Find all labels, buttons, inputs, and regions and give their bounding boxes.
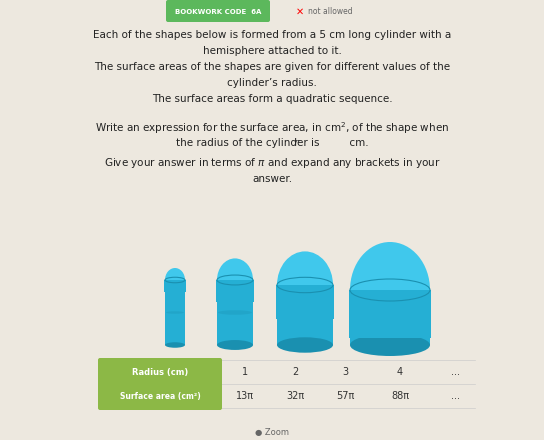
Bar [217, 280, 253, 345]
Text: 3: 3 [342, 367, 348, 377]
Ellipse shape [166, 311, 184, 314]
Text: the radius of the cylinder is             cm.: the radius of the cylinder is cm. [176, 138, 368, 148]
FancyBboxPatch shape [98, 382, 222, 410]
Text: r: r [294, 138, 299, 147]
Ellipse shape [165, 277, 185, 283]
Text: 1: 1 [242, 367, 248, 377]
Ellipse shape [165, 342, 185, 348]
Text: ...: ... [450, 367, 460, 377]
Ellipse shape [350, 242, 430, 338]
Ellipse shape [217, 258, 253, 301]
Text: answer.: answer. [252, 174, 292, 184]
Ellipse shape [277, 277, 333, 293]
Bar [216, 280, 254, 301]
Text: 2: 2 [292, 367, 298, 377]
Text: 88π: 88π [391, 391, 409, 401]
Text: Each of the shapes below is formed from a 5 cm long cylinder with a: Each of the shapes below is formed from … [93, 30, 451, 40]
Ellipse shape [218, 310, 252, 315]
Bar [349, 290, 431, 338]
Text: 4: 4 [397, 367, 403, 377]
Text: hemisphere attached to it.: hemisphere attached to it. [202, 46, 342, 56]
FancyBboxPatch shape [98, 358, 222, 386]
Text: ...: ... [450, 391, 460, 401]
Ellipse shape [165, 268, 185, 292]
FancyBboxPatch shape [166, 0, 270, 22]
Bar [276, 285, 334, 319]
Bar [277, 285, 333, 345]
Bar [164, 280, 186, 292]
Text: 57π: 57π [336, 391, 354, 401]
Bar [350, 290, 430, 345]
Text: ● Zoom: ● Zoom [255, 428, 289, 436]
Ellipse shape [351, 312, 429, 323]
Ellipse shape [350, 334, 430, 356]
Text: BOOKWORK CODE  6A: BOOKWORK CODE 6A [175, 9, 261, 15]
Ellipse shape [350, 279, 430, 301]
Ellipse shape [217, 340, 253, 350]
Text: 32π: 32π [286, 391, 304, 401]
Text: Write an expression for the surface area, in cm$^{2}$, of the shape when: Write an expression for the surface area… [95, 120, 449, 136]
Text: Radius (cm): Radius (cm) [132, 367, 188, 377]
Bar [165, 280, 185, 345]
Text: not allowed: not allowed [308, 7, 353, 16]
Text: 13π: 13π [236, 391, 254, 401]
Ellipse shape [277, 337, 333, 353]
Text: Surface area (cm²): Surface area (cm²) [120, 392, 200, 400]
Text: The surface areas of the shapes are given for different values of the: The surface areas of the shapes are give… [94, 62, 450, 72]
Ellipse shape [217, 275, 253, 285]
Text: The surface areas form a quadratic sequence.: The surface areas form a quadratic seque… [152, 94, 392, 104]
Text: Give your answer in terms of $\pi$ and expand any brackets in your: Give your answer in terms of $\pi$ and e… [104, 156, 440, 170]
Ellipse shape [278, 312, 332, 319]
Text: cylinder’s radius.: cylinder’s radius. [227, 78, 317, 88]
Ellipse shape [277, 251, 333, 319]
Text: ✕: ✕ [296, 7, 304, 17]
